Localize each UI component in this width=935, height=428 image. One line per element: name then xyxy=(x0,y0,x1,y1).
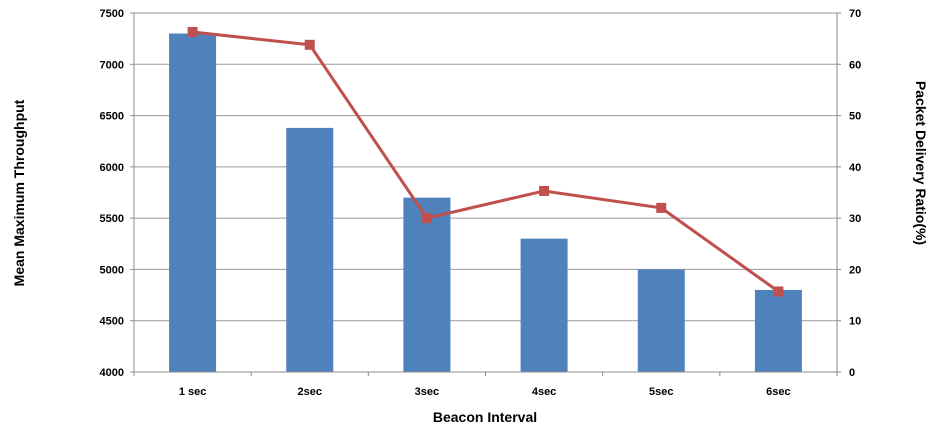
y-tick-label: 7500 xyxy=(100,8,124,20)
y2-tick-label: 50 xyxy=(849,111,861,123)
bar-series xyxy=(169,33,802,373)
line-marker xyxy=(304,39,315,50)
axes xyxy=(130,12,841,376)
y-tick-label: 5500 xyxy=(100,213,124,225)
bar xyxy=(754,289,802,372)
x-tick-label: 3sec xyxy=(415,386,439,398)
y-tick-label: 5000 xyxy=(100,264,124,276)
y-tick-label: 4000 xyxy=(100,367,124,379)
series-line xyxy=(192,30,780,293)
line-series xyxy=(187,26,784,297)
bar xyxy=(520,238,568,372)
gridlines xyxy=(134,12,837,322)
x-tick-label: 4sec xyxy=(532,386,556,398)
line-marker xyxy=(187,26,198,37)
y2-tick-label: 40 xyxy=(849,162,861,174)
y-tick-label: 6500 xyxy=(100,111,124,123)
y-tick-label: 7000 xyxy=(100,59,124,71)
x-tick-label: 2sec xyxy=(298,386,322,398)
bar xyxy=(286,127,334,372)
bar xyxy=(403,197,451,372)
y2-tick-label: 10 xyxy=(849,316,861,328)
bar xyxy=(169,33,217,373)
x-axis-title: Beacon Interval xyxy=(433,409,537,425)
y2-tick-label: 0 xyxy=(849,367,855,379)
y2-tick-label: 30 xyxy=(849,213,861,225)
y-tick-label: 6000 xyxy=(100,162,124,174)
line-marker xyxy=(539,185,550,196)
line-marker xyxy=(773,286,784,297)
bar xyxy=(637,269,685,372)
x-tick-label: 5sec xyxy=(649,386,673,398)
x-tick-label: 6sec xyxy=(766,386,790,398)
y2-tick-label: 70 xyxy=(849,8,861,20)
x-tick-label: 1 sec xyxy=(179,386,207,398)
line-marker xyxy=(656,202,667,213)
tick-labels: 4000 4500 5000 5500 6000 6500 7000 7500 0 10 20 30 4… xyxy=(100,8,862,398)
y-axis-title: Mean Maximum Throughput xyxy=(11,99,27,286)
y2-tick-label: 20 xyxy=(849,264,861,276)
y-tick-label: 4500 xyxy=(100,316,124,328)
line-marker xyxy=(421,213,432,224)
y2-tick-label: 60 xyxy=(849,59,861,71)
y2-axis-title: Packet Delivery Ratio(%) xyxy=(913,81,929,245)
